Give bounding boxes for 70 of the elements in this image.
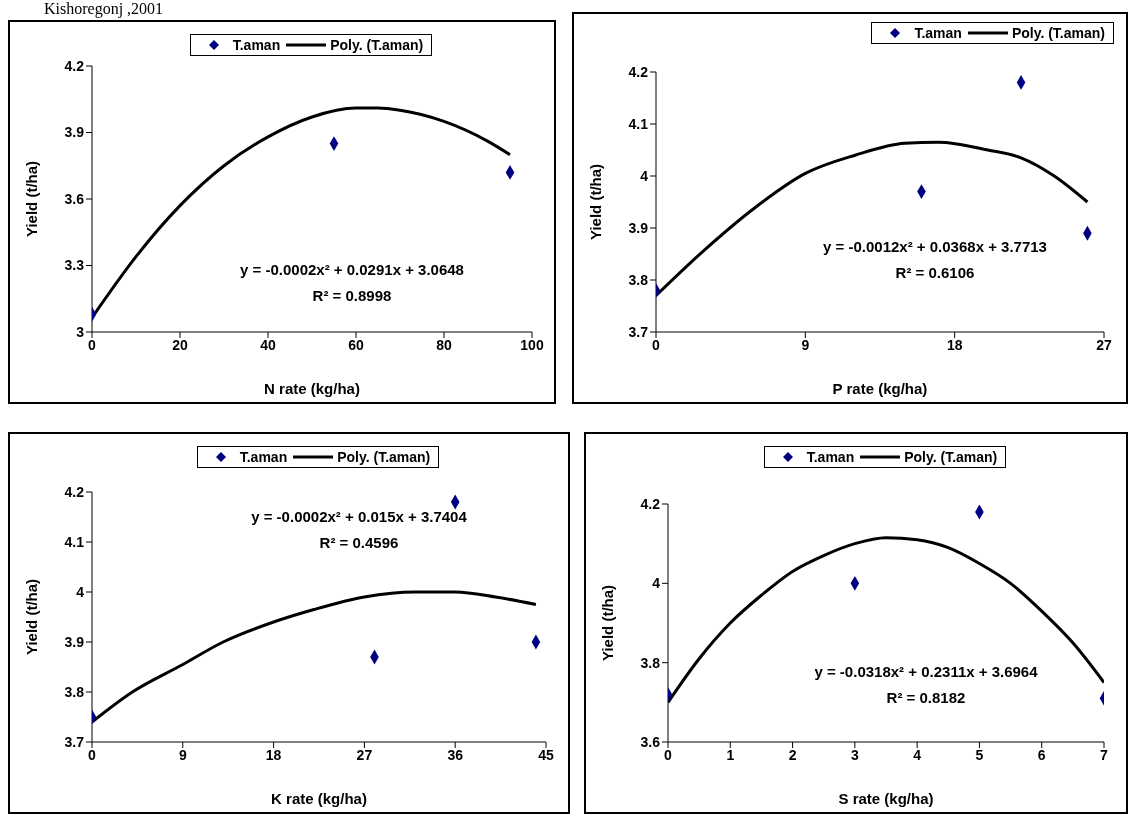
y-tick-label: 4.1 bbox=[628, 115, 649, 132]
y-tick-label: 4.2 bbox=[64, 483, 85, 500]
annotation: R² = 0.4596 bbox=[318, 533, 400, 553]
y-tick-label: 3.8 bbox=[640, 654, 661, 671]
legend-label: Poly. (T.aman) bbox=[337, 449, 431, 465]
y-axis-title: Yield (t/ha) bbox=[599, 584, 617, 662]
annotation: y = -0.0002x² + 0.0291x + 3.0648 bbox=[239, 260, 465, 280]
annotation: R² = 0.8182 bbox=[885, 688, 967, 708]
x-tick-label: 18 bbox=[946, 336, 963, 353]
annotation: y = -0.0318x² + 0.2311x + 3.6964 bbox=[813, 662, 1039, 682]
legend-label: Poly. (T.aman) bbox=[330, 37, 424, 53]
x-tick-label: 2 bbox=[788, 746, 797, 763]
x-axis-title: P rate (kg/ha) bbox=[832, 380, 928, 397]
x-tick-label: 5 bbox=[975, 746, 984, 763]
legend-label: T.aman bbox=[914, 25, 962, 41]
x-tick-label: 40 bbox=[260, 336, 276, 353]
y-axis-title: Yield (t/ha) bbox=[23, 160, 41, 238]
x-tick-label: 36 bbox=[447, 746, 464, 763]
x-tick-label: 80 bbox=[436, 336, 452, 353]
x-tick-label: 3 bbox=[850, 746, 859, 763]
y-tick-label: 3.3 bbox=[64, 257, 85, 274]
y-tick-label: 4 bbox=[640, 167, 649, 184]
y-tick-label: 3.7 bbox=[628, 323, 649, 340]
x-tick-label: 4 bbox=[913, 746, 922, 763]
x-tick-label: 9 bbox=[178, 746, 187, 763]
y-tick-label: 3.8 bbox=[64, 683, 85, 700]
x-axis-title: K rate (kg/ha) bbox=[271, 790, 367, 807]
legend-label: T.aman bbox=[239, 449, 288, 465]
x-tick-label: 0 bbox=[88, 746, 97, 763]
y-tick-label: 3.9 bbox=[64, 124, 85, 141]
y-tick-label: 3.6 bbox=[640, 733, 661, 750]
x-tick-label: 0 bbox=[652, 336, 661, 353]
x-tick-label: 0 bbox=[88, 336, 97, 353]
annotation: R² = 0.6106 bbox=[894, 263, 976, 283]
y-tick-label: 4 bbox=[652, 575, 661, 592]
x-tick-label: 45 bbox=[538, 746, 554, 763]
y-tick-label: 4.2 bbox=[64, 57, 85, 74]
legend-label: Poly. (T.aman) bbox=[904, 449, 998, 465]
y-tick-label: 3.6 bbox=[64, 190, 85, 207]
legend-label: T.aman bbox=[232, 37, 281, 53]
x-tick-label: 60 bbox=[348, 336, 364, 353]
annotation: y = -0.0012x² + 0.0368x + 3.7713 bbox=[822, 237, 1048, 257]
x-tick-label: 18 bbox=[265, 746, 282, 763]
y-tick-label: 3.7 bbox=[64, 733, 85, 750]
y-tick-label: 4.1 bbox=[64, 533, 85, 550]
x-tick-label: 27 bbox=[356, 746, 373, 763]
y-tick-label: 3.9 bbox=[64, 633, 85, 650]
x-tick-label: 1 bbox=[726, 746, 735, 763]
y-tick-label: 3.8 bbox=[628, 271, 649, 288]
x-tick-label: 7 bbox=[1100, 746, 1109, 763]
annotation: R² = 0.8998 bbox=[311, 286, 393, 306]
legend-label: Poly. (T.aman) bbox=[1011, 25, 1105, 41]
x-tick-label: 20 bbox=[172, 336, 188, 353]
y-tick-label: 3 bbox=[76, 323, 85, 340]
x-tick-label: 100 bbox=[520, 336, 544, 353]
y-tick-label: 4 bbox=[76, 583, 85, 600]
x-tick-label: 9 bbox=[801, 336, 810, 353]
legend-label: T.aman bbox=[806, 449, 855, 465]
y-tick-label: 4.2 bbox=[640, 495, 661, 512]
x-tick-label: 27 bbox=[1096, 336, 1112, 353]
x-tick-label: 6 bbox=[1037, 746, 1046, 763]
y-axis-title: Yield (t/ha) bbox=[587, 163, 605, 241]
y-axis-title: Yield (t/ha) bbox=[23, 578, 41, 656]
x-axis-title: S rate (kg/ha) bbox=[838, 790, 934, 807]
x-axis-title: N rate (kg/ha) bbox=[264, 380, 360, 397]
y-tick-label: 4.2 bbox=[628, 63, 649, 80]
x-tick-label: 0 bbox=[664, 746, 673, 763]
y-tick-label: 3.9 bbox=[628, 219, 649, 236]
chart-title: Kishoregonj ,2001 bbox=[44, 0, 164, 18]
annotation: y = -0.0002x² + 0.015x + 3.7404 bbox=[250, 507, 468, 527]
